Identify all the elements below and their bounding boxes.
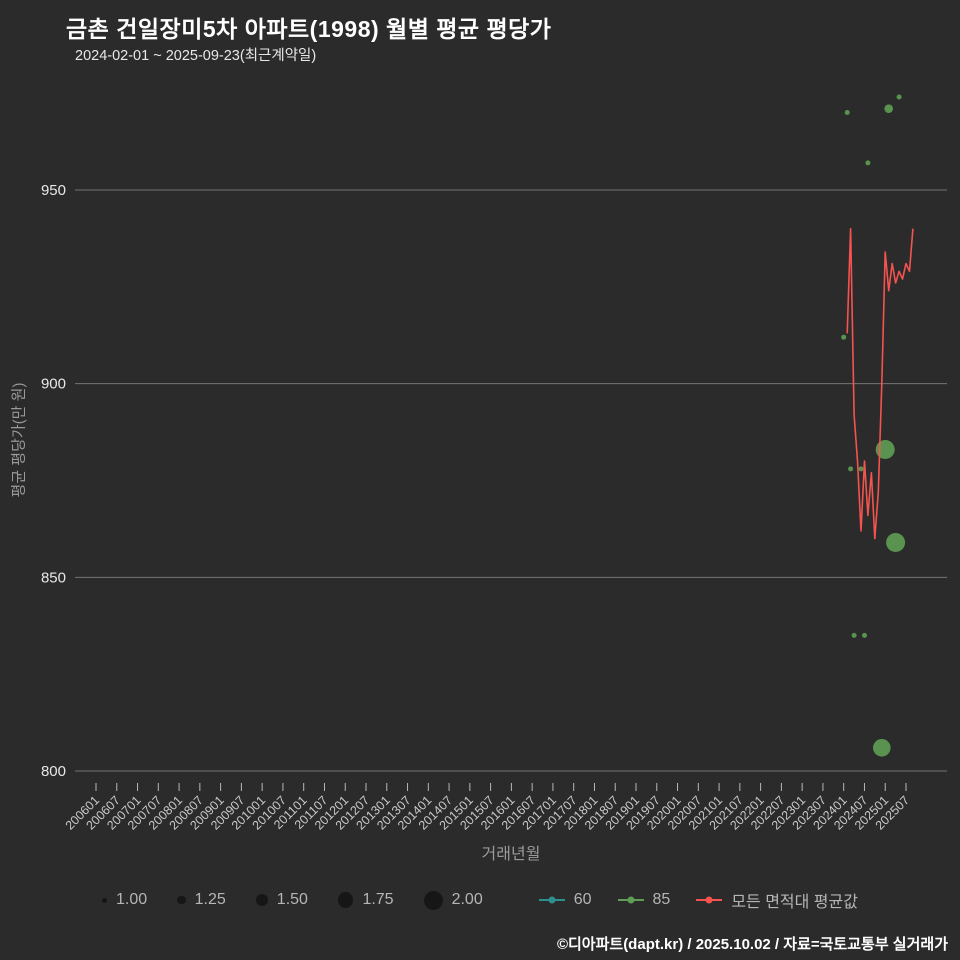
size-bubble-icon [337, 892, 354, 908]
svg-text:900: 900 [41, 376, 66, 393]
series-legend-item: 85 [617, 891, 671, 909]
svg-text:950: 950 [41, 182, 66, 199]
size-bubble-icon [177, 895, 186, 905]
series-swatch-icon [538, 896, 565, 904]
size-legend-item: 1.50 [255, 891, 308, 909]
size-legend-label: 1.75 [362, 891, 394, 908]
x-axis-title: 거래년월 [481, 846, 541, 863]
chart-legend: 1.00 1.25 1.50 1.75 2.00 60 85 모든 면적대 평균값 [0, 888, 960, 912]
size-bubble-icon [102, 897, 108, 903]
size-legend-item: 1.75 [337, 891, 394, 909]
series-swatch-icon [617, 896, 644, 904]
series-legend: 60 85 모든 면적대 평균값 [538, 888, 858, 912]
size-legend-item: 2.00 [423, 890, 483, 910]
size-legend-item: 1.00 [102, 891, 147, 909]
chart-subtitle: 2024-02-01 ~ 2025-09-23(최근계약일) [75, 48, 317, 64]
source-credit: ©디아파트(dapt.kr) / 2025.10.02 / 자료=국토교통부 실… [556, 936, 948, 953]
size-legend-label: 1.00 [116, 891, 148, 908]
size-legend: 1.00 1.25 1.50 1.75 2.00 [102, 890, 483, 910]
size-legend-item: 1.25 [177, 891, 226, 909]
series-legend-item: 모든 면적대 평균값 [696, 888, 858, 912]
series-legend-label: 모든 면적대 평균값 [731, 894, 858, 911]
svg-text:850: 850 [41, 569, 66, 586]
size-legend-label: 2.00 [451, 891, 483, 908]
series-legend-label: 85 [652, 891, 671, 908]
size-legend-label: 1.50 [276, 891, 308, 908]
size-legend-label: 1.25 [194, 891, 226, 908]
series-legend-item: 60 [538, 891, 592, 909]
series-legend-label: 60 [573, 891, 592, 908]
svg-text:800: 800 [41, 763, 66, 780]
size-bubble-icon [255, 894, 268, 906]
chart-title: 금촌 건일장미5차 아파트(1998) 월별 평균 평당가 [66, 16, 552, 42]
y-axis-title: 평균 평당가(만 원) [10, 382, 28, 498]
series-swatch-icon [696, 896, 723, 904]
size-bubble-icon [423, 890, 443, 910]
